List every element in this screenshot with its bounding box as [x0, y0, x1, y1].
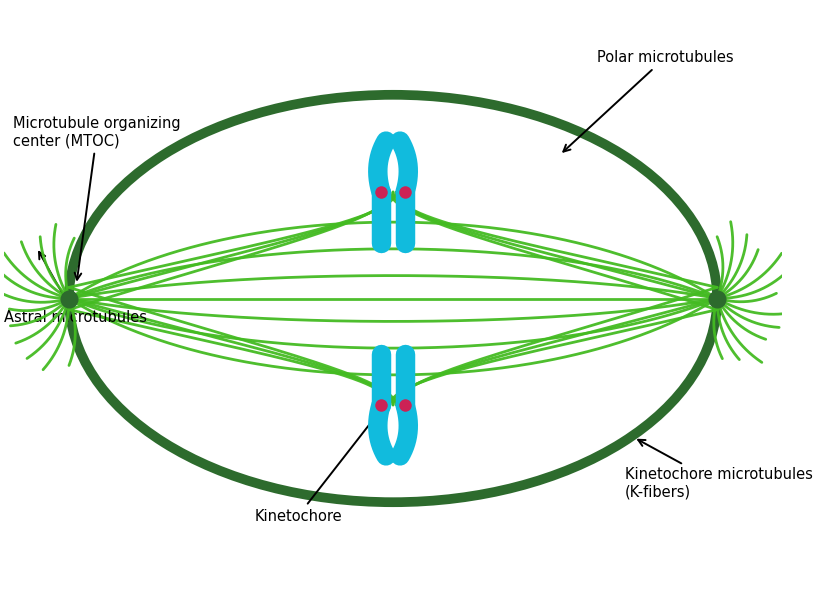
Text: Kinetochore microtubules
(K-fibers): Kinetochore microtubules (K-fibers) [624, 440, 812, 500]
Text: Microtubule organizing
center (MTOC): Microtubule organizing center (MTOC) [13, 116, 181, 280]
Text: Polar microtubules: Polar microtubules [564, 50, 733, 152]
Text: Astral microtubules: Astral microtubules [4, 252, 147, 325]
Text: Kinetochore: Kinetochore [255, 414, 378, 524]
